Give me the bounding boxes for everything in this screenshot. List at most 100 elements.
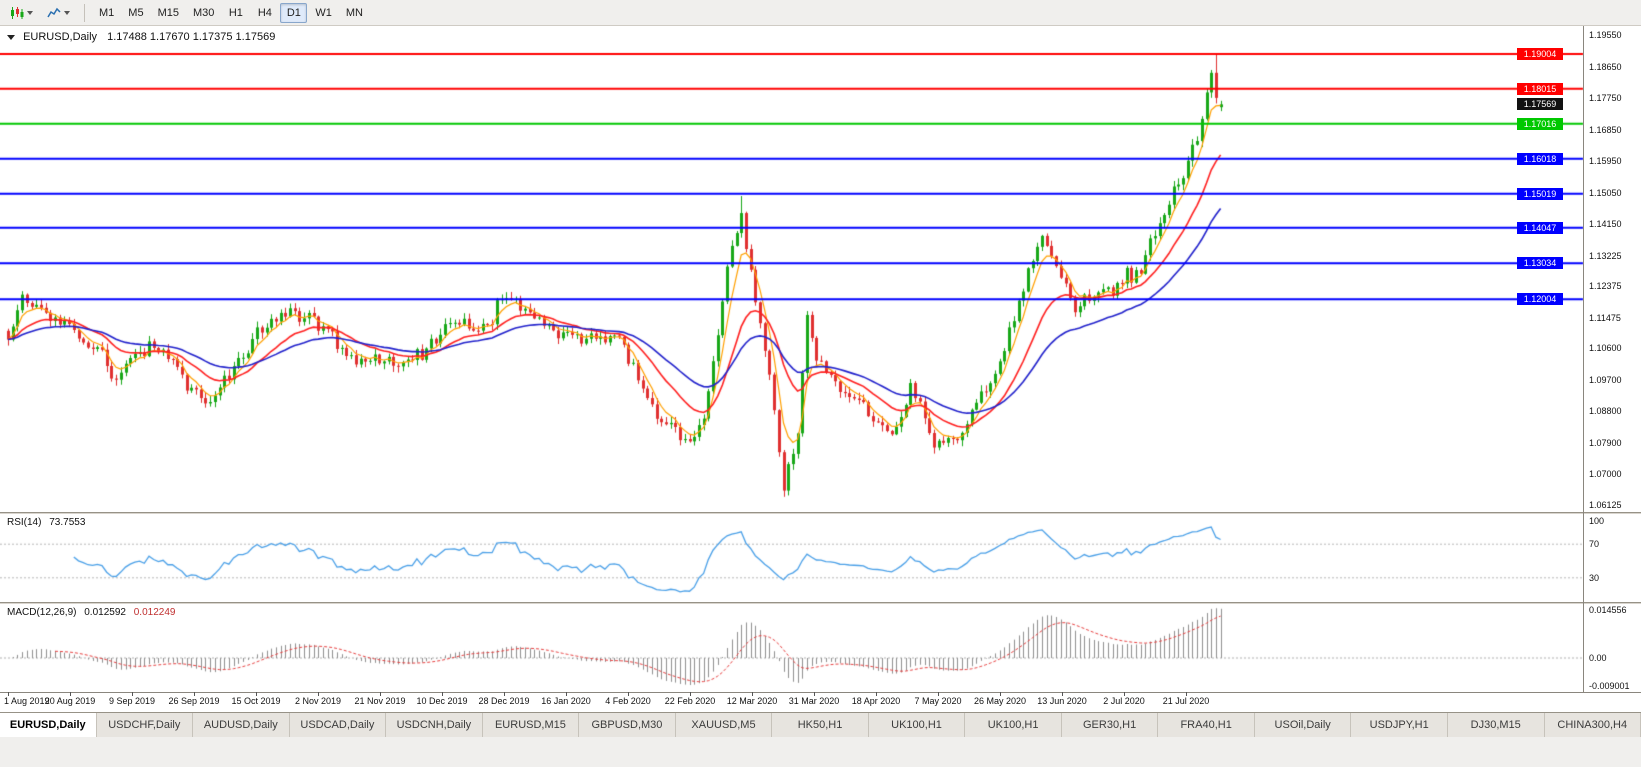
chart-tab-uk100-h1[interactable]: UK100,H1 — [965, 713, 1062, 737]
rsi-label: RSI(14) — [7, 517, 42, 528]
chart-tab-dj30-m15[interactable]: DJ30,M15 — [1448, 713, 1545, 737]
price-axis-label: 1.14150 — [1589, 219, 1622, 230]
price-axis-label: 1.11475 — [1589, 312, 1621, 323]
level-price-badge[interactable]: 1.17016 — [1517, 118, 1563, 130]
time-axis-tick — [194, 692, 195, 696]
level-price-badge[interactable]: 1.15019 — [1517, 188, 1563, 200]
time-axis-label: 10 Dec 2019 — [416, 696, 468, 706]
chart-tab-bar: EURUSD,Daily USDCHF,Daily AUDUSD,Daily USDC… — [0, 712, 1641, 737]
timeframe-button-w1[interactable]: W1 — [315, 6, 332, 19]
price-axis-label: 1.13225 — [1589, 251, 1622, 262]
level-price-badge[interactable]: 1.18015 — [1517, 83, 1563, 95]
chart-tab-usdjpy-h1[interactable]: USDJPY,H1 — [1351, 713, 1448, 737]
timeframe-button-m1[interactable]: M1 — [99, 6, 115, 19]
chart-tab-uk100-h1[interactable]: UK100,H1 — [869, 713, 966, 737]
chart-menu-icon[interactable] — [7, 34, 15, 40]
price-axis-border — [1583, 26, 1584, 692]
macd-header: MACD(12,26,9) 0.012592 0.012249 — [7, 607, 175, 618]
time-axis-label: 28 Dec 2019 — [478, 696, 530, 706]
pane-splitter-rsi[interactable] — [0, 512, 1641, 514]
line-chart-icon — [47, 7, 61, 19]
level-price-badge[interactable]: 1.13034 — [1517, 257, 1563, 269]
chart-tab-usdchf-daily[interactable]: USDCHF,Daily — [97, 713, 194, 737]
current-price-badge: 1.17569 — [1517, 98, 1563, 110]
macd-axis-label: 0.00 — [1589, 653, 1607, 663]
time-axis-tick — [876, 692, 877, 696]
timeframe-button-group: M1 M5 M15 M30 H1 H4 D1 W1 MN — [93, 2, 369, 23]
timeframe-button-h1[interactable]: H1 — [228, 6, 243, 19]
macd-signal-value: 0.012249 — [133, 607, 176, 618]
rsi-value: 73.7553 — [49, 517, 86, 528]
chart-tab-usdcnh-daily[interactable]: USDCNH,Daily — [386, 713, 483, 737]
time-axis-tick — [1124, 692, 1125, 696]
time-axis-label: 2 Jul 2020 — [1103, 696, 1145, 706]
timeframe-button-m30[interactable]: M30 — [192, 6, 215, 19]
chart-tab-hk50-h1[interactable]: HK50,H1 — [772, 713, 869, 737]
macd-axis-label: -0.009001 — [1589, 681, 1630, 691]
chevron-down-icon — [27, 10, 33, 15]
price-axis-label: 1.16850 — [1589, 124, 1622, 135]
time-axis-tick — [70, 692, 71, 696]
level-price-badge[interactable]: 1.19004 — [1517, 48, 1563, 60]
rsi-axis-label: 100 — [1589, 516, 1605, 526]
time-axis-tick — [132, 692, 133, 696]
time-axis-label: 26 Sep 2019 — [168, 696, 220, 706]
chart-tab-ger30-h1[interactable]: GER30,H1 — [1062, 713, 1159, 737]
price-axis-label: 1.09700 — [1589, 374, 1622, 385]
chart-tab-eurusd-daily[interactable]: EURUSD,Daily — [0, 713, 97, 737]
time-axis-label: 18 Apr 2020 — [851, 696, 901, 706]
chart-tab-gbpusd-m30[interactable]: GBPUSD,M30 — [579, 713, 676, 737]
time-axis-tick — [1062, 692, 1063, 696]
chart-tab-fra40-h1[interactable]: FRA40,H1 — [1158, 713, 1255, 737]
rsi-axis-label: 70 — [1589, 539, 1600, 550]
pane-splitter-macd[interactable] — [0, 602, 1641, 604]
time-axis-label: 1 Aug 2019 — [4, 696, 50, 706]
candlestick-icon — [10, 6, 24, 19]
time-axis-label: 9 Sep 2019 — [108, 696, 156, 706]
time-axis-label: 26 May 2020 — [973, 696, 1027, 706]
time-axis-label: 2 Nov 2019 — [294, 696, 342, 706]
macd-axis-label: 0.014556 — [1589, 605, 1627, 615]
status-bar-area — [0, 737, 1641, 767]
timeframe-button-m15[interactable]: M15 — [157, 6, 179, 19]
chart-type-button[interactable] — [4, 3, 39, 23]
level-price-badge[interactable]: 1.14047 — [1517, 222, 1563, 234]
time-axis-tick — [752, 692, 753, 696]
time-axis-label: 16 Jan 2020 — [541, 696, 591, 706]
time-axis-tick — [938, 692, 939, 696]
time-axis-label: 15 Oct 2019 — [231, 696, 281, 706]
time-axis-label: 20 Aug 2019 — [44, 696, 96, 706]
price-axis-label: 1.07000 — [1589, 469, 1622, 480]
macd-main-value: 0.012592 — [84, 607, 126, 618]
price-axis-label: 1.06125 — [1589, 500, 1622, 510]
timeframe-button-mn[interactable]: MN — [345, 6, 363, 19]
timeframe-button-m5[interactable]: M5 — [128, 6, 144, 19]
chart-tab-usoil-daily[interactable]: USOil,Daily — [1255, 713, 1352, 737]
time-axis-tick — [690, 692, 691, 696]
chart-tab-usdcad-daily[interactable]: USDCAD,Daily — [290, 713, 387, 737]
level-price-badge[interactable]: 1.12004 — [1517, 293, 1563, 305]
indicators-button[interactable] — [41, 3, 76, 23]
chart-tab-audusd-daily[interactable]: AUDUSD,Daily — [193, 713, 290, 737]
chart-tab-china300-h4[interactable]: CHINA300,H4 — [1545, 713, 1641, 737]
toolbar-separator — [84, 3, 85, 22]
time-axis-tick — [256, 692, 257, 696]
time-axis-label: 21 Jul 2020 — [1162, 696, 1210, 706]
time-axis-label: 21 Nov 2019 — [354, 696, 406, 706]
timeframe-button-h4[interactable]: H4 — [257, 6, 272, 19]
level-price-badge[interactable]: 1.16018 — [1517, 153, 1563, 165]
time-axis-tick — [814, 692, 815, 696]
chart-symbol-label: EURUSD,Daily — [23, 31, 98, 43]
chart-tab-xauusd-m5[interactable]: XAUUSD,M5 — [676, 713, 773, 737]
price-axis-label: 1.15950 — [1589, 156, 1622, 167]
price-axis-label: 1.10600 — [1589, 343, 1622, 354]
chart-tab-eurusd-m15[interactable]: EURUSD,M15 — [483, 713, 580, 737]
time-axis-label: 4 Feb 2020 — [605, 696, 651, 706]
chart-ohlc-values: 1.17488 1.17670 1.17375 1.17569 — [107, 31, 276, 43]
rsi-axis-label: 30 — [1589, 572, 1600, 583]
price-axis-label: 1.19550 — [1589, 30, 1622, 40]
timeframe-button-d1[interactable]: D1 — [280, 2, 308, 23]
time-axis-label: 31 Mar 2020 — [788, 696, 840, 706]
time-axis-label: 22 Feb 2020 — [664, 696, 716, 706]
